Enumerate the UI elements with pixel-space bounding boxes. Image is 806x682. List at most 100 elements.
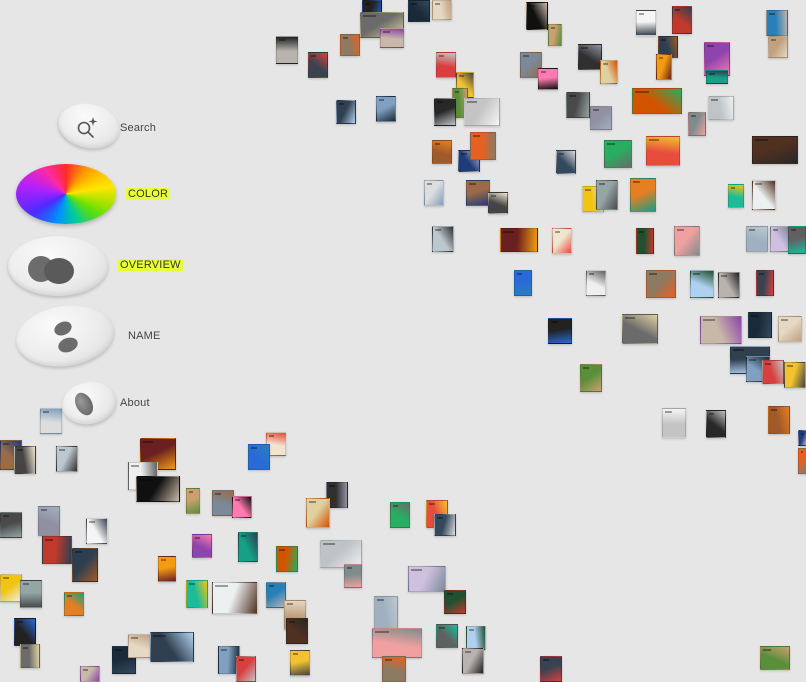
image-thumbnail[interactable] [434,514,456,536]
image-thumbnail[interactable] [674,226,700,256]
image-thumbnail[interactable] [150,632,194,662]
image-thumbnail[interactable] [56,446,78,472]
image-thumbnail[interactable] [690,270,714,298]
menu-item-name[interactable]: NAME [12,299,174,373]
image-thumbnail[interactable] [38,506,60,536]
image-thumbnail[interactable] [548,24,562,46]
image-thumbnail[interactable] [760,646,790,670]
image-thumbnail[interactable] [192,534,212,558]
image-thumbnail[interactable] [798,430,806,446]
image-thumbnail[interactable] [376,96,396,122]
image-thumbnail[interactable] [248,444,270,470]
image-thumbnail[interactable] [604,140,632,168]
image-thumbnail[interactable] [236,656,256,682]
image-thumbnail[interactable] [158,556,176,582]
image-thumbnail[interactable] [462,648,484,674]
image-thumbnail[interactable] [20,644,40,668]
image-thumbnail[interactable] [432,140,452,164]
image-thumbnail[interactable] [432,226,454,252]
image-thumbnail[interactable] [186,580,208,608]
image-thumbnail[interactable] [266,582,286,608]
image-thumbnail[interactable] [632,88,682,114]
image-thumbnail[interactable] [320,540,362,568]
image-thumbnail[interactable] [752,180,776,210]
image-thumbnail[interactable] [538,68,558,90]
image-thumbnail[interactable] [408,566,446,592]
image-thumbnail[interactable] [80,666,100,682]
image-thumbnail[interactable] [0,574,22,602]
image-thumbnail[interactable] [768,36,788,58]
image-thumbnail[interactable] [566,92,590,118]
image-thumbnail[interactable] [286,618,308,644]
image-thumbnail[interactable] [514,270,532,296]
image-thumbnail[interactable] [748,312,772,338]
image-thumbnail[interactable] [548,318,572,344]
image-thumbnail[interactable] [186,488,200,514]
image-thumbnail[interactable] [212,490,234,516]
image-thumbnail[interactable] [630,178,656,212]
image-thumbnail[interactable] [770,226,790,252]
image-thumbnail[interactable] [700,316,742,344]
image-thumbnail[interactable] [596,180,618,210]
image-thumbnail[interactable] [238,532,258,562]
image-thumbnail[interactable] [672,6,692,34]
image-thumbnail[interactable] [762,360,784,384]
image-thumbnail[interactable] [622,314,658,344]
image-thumbnail[interactable] [768,406,790,434]
image-thumbnail[interactable] [488,192,508,214]
image-thumbnail[interactable] [290,650,310,676]
image-thumbnail[interactable] [336,100,356,124]
image-thumbnail[interactable] [646,136,680,166]
image-thumbnail[interactable] [586,270,606,296]
image-thumbnail[interactable] [728,184,744,208]
image-thumbnail[interactable] [708,96,734,120]
image-thumbnail[interactable] [444,590,466,614]
image-thumbnail[interactable] [434,98,456,126]
image-thumbnail[interactable] [308,52,328,78]
image-thumbnail[interactable] [520,52,542,78]
image-thumbnail[interactable] [706,410,726,438]
image-thumbnail[interactable] [136,476,180,502]
image-thumbnail[interactable] [0,512,22,538]
image-thumbnail[interactable] [778,316,802,342]
image-thumbnail[interactable] [766,10,788,36]
image-thumbnail[interactable] [526,2,548,30]
image-thumbnail[interactable] [432,0,452,20]
image-thumbnail[interactable] [540,656,562,682]
image-thumbnail[interactable] [64,592,84,616]
image-thumbnail[interactable] [646,270,676,298]
image-thumbnail[interactable] [390,502,410,528]
image-thumbnail[interactable] [756,270,774,296]
image-thumbnail[interactable] [552,228,572,254]
image-thumbnail[interactable] [436,624,458,648]
image-thumbnail[interactable] [42,536,72,564]
menu-item-color[interactable]: COLOR [14,162,174,228]
image-thumbnail[interactable] [72,548,98,582]
image-thumbnail[interactable] [788,226,806,254]
image-thumbnail[interactable] [580,364,602,392]
image-thumbnail[interactable] [374,596,398,630]
image-thumbnail[interactable] [14,618,36,646]
image-thumbnail[interactable] [466,180,490,206]
menu-item-search[interactable]: Search [54,98,168,154]
image-thumbnail[interactable] [600,60,618,84]
image-thumbnail[interactable] [20,580,42,608]
image-thumbnail[interactable] [344,564,362,588]
image-thumbnail[interactable] [380,28,404,48]
image-thumbnail[interactable] [128,634,152,658]
image-thumbnail[interactable] [578,44,602,70]
image-thumbnail[interactable] [306,498,330,528]
image-thumbnail[interactable] [40,408,62,434]
image-thumbnail[interactable] [424,180,444,206]
image-thumbnail[interactable] [718,272,740,298]
image-thumbnail[interactable] [464,98,500,126]
image-thumbnail[interactable] [382,656,406,682]
image-thumbnail[interactable] [662,408,686,438]
image-thumbnail[interactable] [784,362,806,388]
image-thumbnail[interactable] [590,106,612,130]
image-thumbnail[interactable] [276,546,298,572]
image-thumbnail[interactable] [326,482,348,508]
image-thumbnail[interactable] [340,34,360,56]
image-thumbnail[interactable] [636,228,654,254]
